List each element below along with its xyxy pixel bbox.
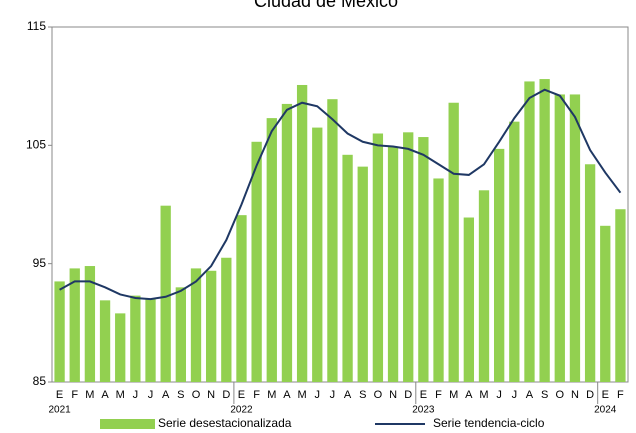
bar (54, 281, 65, 382)
bar (145, 299, 156, 382)
bar (84, 266, 96, 382)
x-tick-label: A (101, 389, 109, 401)
bar (342, 154, 353, 382)
bar (99, 300, 111, 382)
legend-label: Serie tendencia-ciclo (433, 416, 545, 430)
year-label: 2021 (48, 405, 71, 416)
x-tick-label: M (116, 389, 125, 401)
bar (266, 118, 277, 382)
x-tick-label: S (541, 389, 548, 401)
y-tick-label: 105 (26, 138, 46, 152)
legend-swatch (100, 419, 155, 429)
x-tick-label: F (253, 389, 260, 401)
bar (478, 190, 490, 382)
x-tick-label: S (177, 389, 184, 401)
bar (221, 257, 232, 382)
chart-title: Ciudad de México (254, 0, 398, 11)
x-tick-label: J (512, 389, 518, 401)
year-label: 2023 (412, 405, 435, 416)
x-tick-label: O (192, 389, 201, 401)
bar (584, 164, 596, 382)
bar (69, 268, 80, 382)
bar (433, 178, 444, 382)
x-tick-label: F (617, 389, 624, 401)
x-tick-label: O (374, 389, 383, 401)
plot-area (51, 26, 629, 383)
x-tick-label: F (71, 389, 78, 401)
legend-label: Serie desestacionalizada (158, 416, 292, 430)
x-tick-label: E (602, 389, 609, 401)
x-tick-label: J (496, 389, 502, 401)
x-tick-label: M (85, 389, 94, 401)
trend-line (59, 88, 622, 301)
bar (236, 215, 247, 382)
x-tick-label: O (556, 389, 565, 401)
bar (494, 148, 505, 382)
bar (281, 103, 293, 383)
x-tick-label: N (571, 389, 579, 401)
bar (251, 141, 262, 382)
bar (296, 84, 308, 382)
bar (372, 133, 384, 382)
bar (615, 209, 626, 382)
bar (463, 217, 474, 382)
x-tick-label: D (222, 389, 230, 401)
x-tick-label: E (238, 389, 245, 401)
x-tick-label: A (283, 389, 291, 401)
bar (160, 205, 171, 382)
bar (312, 127, 323, 382)
x-tick-label: A (526, 389, 534, 401)
bar (115, 313, 126, 382)
y-tick-label: 115 (27, 19, 46, 33)
bar (357, 166, 368, 382)
x-tick-label: M (267, 389, 276, 401)
y-tick-label: 95 (33, 256, 47, 270)
bar (387, 146, 399, 382)
x-tick-label: M (449, 389, 458, 401)
x-tick-label: E (420, 389, 427, 401)
x-tick-label: D (404, 389, 412, 401)
bar (190, 268, 202, 382)
year-label: 2024 (594, 405, 617, 416)
bar (539, 79, 550, 383)
x-tick-label: N (207, 389, 215, 401)
bar (600, 225, 611, 382)
bar (569, 94, 581, 382)
x-tick-label: D (586, 389, 594, 401)
x-tick-label: A (465, 389, 473, 401)
year-label: 2022 (230, 405, 253, 416)
x-tick-label: J (133, 389, 139, 401)
x-tick-label: J (330, 389, 336, 401)
bar (509, 121, 520, 383)
bar (175, 287, 186, 382)
bar (418, 137, 429, 382)
x-tick-label: J (315, 389, 321, 401)
bar (403, 132, 414, 382)
x-tick-label: S (359, 389, 366, 401)
x-tick-label: F (435, 389, 442, 401)
bar (524, 81, 535, 382)
x-tick-label: A (344, 389, 352, 401)
x-tick-label: J (148, 389, 154, 401)
x-tick-label: A (162, 389, 170, 401)
x-tick-label: N (389, 389, 397, 401)
x-tick-label: M (298, 389, 307, 401)
bar (130, 295, 141, 382)
bar (554, 94, 565, 382)
x-tick-label: M (479, 389, 488, 401)
bar (206, 270, 217, 382)
y-tick-label: 85 (33, 374, 47, 388)
bar (448, 102, 459, 382)
bar (327, 99, 338, 382)
x-tick-label: E (56, 389, 63, 401)
